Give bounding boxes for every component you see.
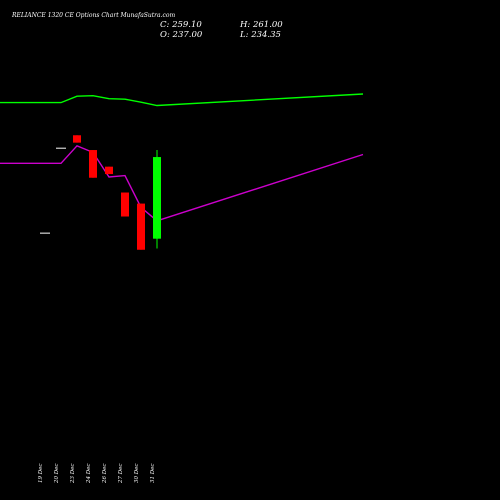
candle-body [121, 192, 129, 217]
indicator-line-2 [0, 144, 364, 222]
candles [40, 135, 161, 250]
high-value: H: 261.00 [239, 20, 283, 30]
candle-26-dec [105, 166, 113, 175]
candle-body [153, 157, 161, 239]
candle-body [105, 166, 113, 175]
x-axis-ticks: 19 Dec 20 Dec 23 Dec 24 Dec 26 Dec 27 Dec 30 D… [38, 464, 156, 485]
chart-title: RELIANCE 1320 CE Options Chart MunafaSut… [11, 12, 175, 19]
candle-body [137, 203, 145, 250]
candle-23-dec [73, 135, 81, 143]
indicator-line-1 [0, 93, 364, 107]
x-tick-label: 27 Dec [118, 464, 124, 485]
low-value: L: 234.35 [239, 30, 281, 40]
candle-body [89, 150, 97, 178]
x-tick-label: 26 Dec [102, 464, 108, 485]
x-tick-label: 24 Dec [86, 464, 92, 485]
close-value: C: 259.10 [160, 20, 202, 30]
x-tick-label: 31 Dec [150, 464, 156, 484]
x-tick-label: 23 Dec [70, 464, 76, 485]
x-tick-label: 20 Dec [54, 464, 60, 485]
candle-24-dec [89, 150, 97, 178]
x-tick-label: 19 Dec [38, 464, 44, 484]
x-tick-label: 30 Dec [134, 464, 140, 484]
candle-body [73, 135, 81, 143]
open-value: O: 237.00 [160, 30, 203, 40]
indicator-lines [0, 93, 364, 222]
candle-31-dec [153, 150, 161, 249]
candle-27-dec [121, 192, 129, 217]
candle-30-dec [137, 203, 145, 250]
